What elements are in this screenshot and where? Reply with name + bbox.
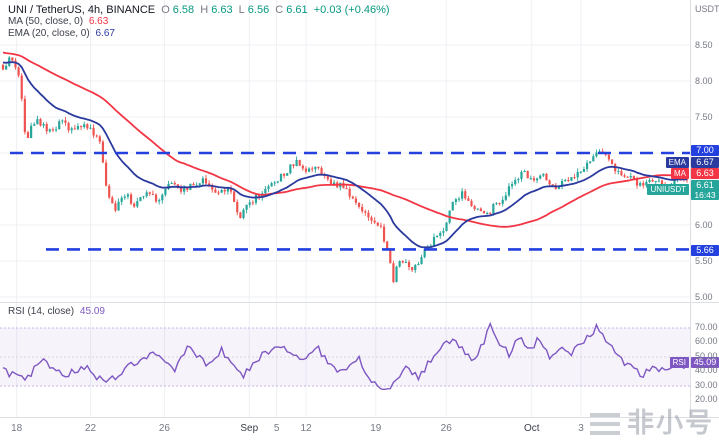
rsi-tick-label: 20.00 <box>695 394 718 404</box>
rsi-chart[interactable] <box>0 303 690 417</box>
time-tick-label: 19 <box>370 423 382 434</box>
price-axis-unit: USDT <box>695 4 719 14</box>
watermark-logo-icon <box>590 412 620 435</box>
rsi-tick-label: 30.00 <box>695 379 718 390</box>
last-price-value: 6.61 <box>696 180 714 190</box>
rsi-value-label: 45.09 <box>691 357 719 368</box>
price-tick-label: 7.50 <box>695 111 713 122</box>
rsi-tick-label: 40.00 <box>695 365 718 375</box>
price-tick-label: 6.00 <box>695 219 713 230</box>
rsi-line <box>2 321 688 391</box>
price-tick-label: 8.50 <box>695 39 713 50</box>
rsi-scale-tag: RSI <box>669 357 689 368</box>
time-axis[interactable]: 18 22 26 Sep 5 12 19 26 Oct 3 <box>0 417 690 440</box>
time-tick-label: 18 <box>11 423 23 434</box>
price-tick-label: 5.50 <box>695 255 713 266</box>
candlestick-series <box>1 56 689 284</box>
support-price-label: 5.66 <box>691 245 719 256</box>
watermark: 非小号 <box>590 410 714 437</box>
price-tick-label: 5.00 <box>695 291 713 302</box>
ema20-line <box>2 61 687 249</box>
time-tick-label: 26 <box>158 423 170 434</box>
time-tick-label: Oct <box>523 423 540 434</box>
rsi-tick-label: 50.00 <box>695 350 718 361</box>
ema20-price-label: 6.67 <box>691 157 719 168</box>
rsi-tick-label: 70.00 <box>695 321 718 332</box>
symbol-scale-tag: UNIUSDT <box>647 184 689 195</box>
price-scale-axis[interactable]: USDT 7.00 6.67 6.63 6.61 16:43 5.66 45.0… <box>691 0 719 417</box>
ma50-line <box>2 51 688 228</box>
time-tick-label: 22 <box>84 423 97 434</box>
watermark-text: 非小号 <box>627 408 714 438</box>
time-tick-label: 26 <box>440 423 452 434</box>
price-chart[interactable] <box>0 0 690 302</box>
last-price-label: 6.61 16:43 <box>691 180 719 200</box>
time-tick-label: 12 <box>300 423 312 434</box>
time-tick-label: 5 <box>273 423 280 434</box>
bar-countdown: 16:43 <box>694 190 716 200</box>
resistance-price-label: 7.00 <box>691 145 719 156</box>
time-axis-divider <box>0 417 719 418</box>
ema-scale-tag: EMA <box>665 157 689 168</box>
price-tick-label: 8.00 <box>695 75 713 86</box>
pane-divider[interactable] <box>0 302 719 303</box>
axis-divider-vertical <box>690 0 691 417</box>
time-tick-label: 3 <box>578 423 584 434</box>
time-tick-label: Sep <box>240 423 259 434</box>
ma50-price-label: 6.63 <box>691 168 719 179</box>
rsi-tick-label: 60.00 <box>695 336 718 346</box>
ma-scale-tag: MA <box>671 168 689 179</box>
